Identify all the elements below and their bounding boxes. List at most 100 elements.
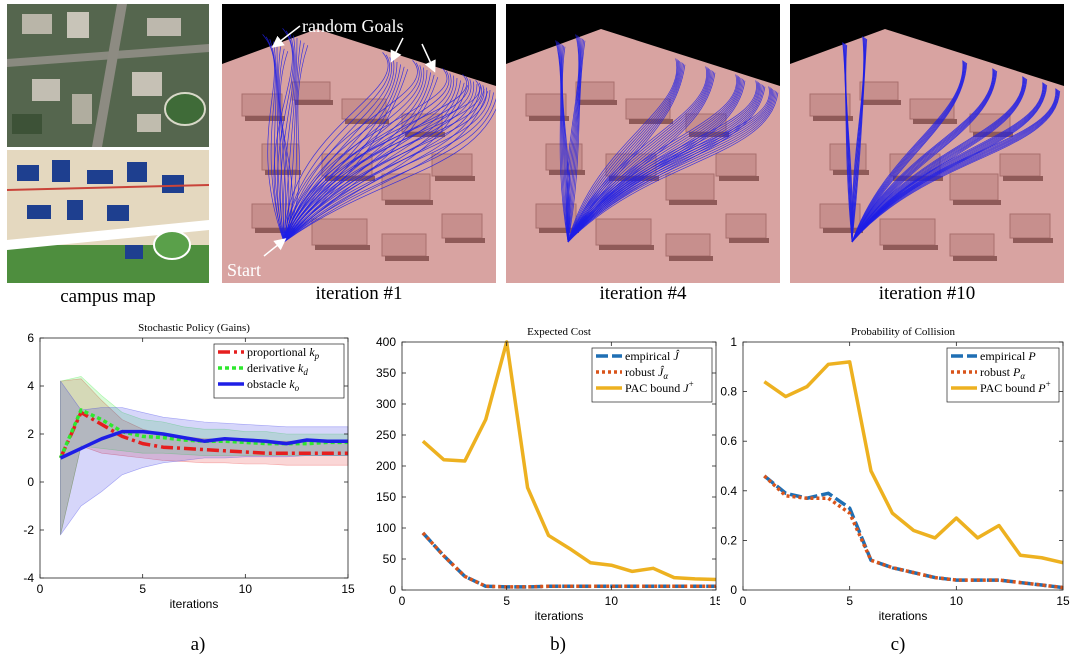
x-tick-label: 5 — [503, 594, 510, 608]
terrain-building — [809, 93, 851, 117]
trajectory-line — [283, 62, 420, 243]
trajectory-line — [567, 75, 738, 243]
trajectory-line — [567, 68, 709, 243]
trajectory-line — [851, 69, 995, 243]
trajectory-line — [851, 68, 993, 243]
series-line — [763, 360, 1064, 565]
terrain-building-shadow — [669, 200, 717, 205]
iteration-1-image — [222, 4, 496, 283]
caption-iteration-4: iteration #4 — [599, 283, 687, 304]
trajectory-line — [851, 88, 1057, 243]
terrain-building-shadow — [405, 132, 445, 137]
terrain-building — [575, 81, 615, 101]
trajectory-line — [567, 91, 777, 243]
y-tick-label: 0.2 — [720, 533, 737, 547]
y-tick-label: 0.4 — [720, 484, 737, 498]
terrain-building — [1009, 213, 1051, 239]
satellite-image — [7, 4, 209, 147]
trajectory-line — [283, 64, 401, 243]
trajectory-line — [283, 87, 487, 243]
legend-entry: robust Pα — [980, 365, 1025, 381]
y-tick-label: 0.6 — [720, 434, 737, 448]
terrain-building-shadow — [579, 100, 617, 105]
trajectory-line — [851, 89, 1058, 243]
caption-campus-map: campus map — [60, 286, 156, 307]
chart-collision-probability: 0 5 10 15 0 0.2 0.4 0.6 0.8 1 Probability of Colli… — [720, 326, 1070, 622]
terrain-building-shadow — [669, 256, 713, 261]
y-tick-label: 2 — [27, 427, 34, 441]
trajectory-line — [283, 89, 491, 243]
y-tick-label: 0 — [27, 475, 34, 489]
terrain-building-shadow — [435, 176, 475, 181]
terrain-building-shadow — [385, 200, 433, 205]
iteration-4-image — [506, 4, 780, 283]
legend-entry: robust Ĵα — [625, 365, 668, 381]
trajectory-line — [283, 37, 298, 243]
x-axis-label: iterations — [879, 609, 928, 622]
trajectory-line — [851, 62, 967, 243]
trajectory-line — [851, 69, 996, 243]
y-tick-label: 200 — [376, 459, 396, 473]
trajectory-line — [567, 37, 582, 243]
start-label: Start — [227, 260, 261, 280]
series-line — [763, 474, 1064, 590]
campus-map-image — [7, 150, 209, 283]
trajectory-line — [565, 34, 580, 243]
axes-frame — [742, 341, 1064, 591]
trajectory-line — [567, 89, 774, 243]
chart-title: Stochastic Policy (Gains) — [138, 322, 250, 334]
terrain-building — [665, 233, 711, 257]
caption-iteration-10: iteration #10 — [878, 283, 976, 304]
terrain-building-shadow — [385, 256, 429, 261]
trajectory-line — [851, 90, 1060, 243]
x-tick-label: 10 — [950, 594, 964, 608]
y-tick-label: 350 — [376, 366, 396, 380]
caption-a: a) — [190, 634, 206, 655]
goal-arrow-2 — [390, 37, 404, 63]
terrain-building — [311, 218, 368, 246]
iteration-4-render — [506, 4, 780, 283]
trajectory-line — [283, 59, 395, 243]
goal-arrow-1 — [271, 25, 301, 48]
trajectory-line — [283, 52, 389, 243]
x-tick-label: 15 — [709, 594, 720, 608]
campus-map-texture — [7, 150, 209, 283]
trajectory-line — [283, 108, 496, 243]
trajectory-line — [566, 35, 580, 243]
trajectory-line — [283, 54, 390, 243]
y-tick-label: 6 — [27, 331, 34, 345]
series-line — [421, 340, 717, 582]
terrain-building-shadow — [445, 238, 485, 243]
trajectory-line — [555, 40, 569, 243]
legend-entry: PAC bound J+ — [625, 379, 694, 395]
trajectory-line — [851, 39, 868, 243]
trajectory-line — [283, 42, 305, 243]
caption-b: b) — [550, 634, 566, 655]
trajectory-line — [283, 82, 482, 243]
caption-iteration-1: iteration #1 — [315, 283, 403, 304]
trajectory-line — [567, 58, 678, 243]
legend-box — [946, 347, 1060, 403]
terrain-building-shadow — [973, 132, 1013, 137]
trajectory-line — [851, 82, 1044, 243]
iteration-10-render — [790, 4, 1064, 283]
trajectory-line — [283, 45, 309, 243]
trajectory-line — [851, 69, 995, 243]
trajectory-line — [567, 37, 581, 243]
satellite-texture — [7, 4, 209, 147]
trajectory-line — [851, 88, 1056, 243]
y-tick-label: 0.8 — [720, 385, 737, 399]
iteration-10-image — [790, 4, 1064, 283]
terrain-building-shadow — [539, 228, 579, 233]
trajectory-line — [567, 90, 776, 243]
terrain-building — [595, 218, 652, 246]
trajectory-line — [851, 61, 965, 243]
trajectory-line — [283, 92, 494, 243]
x-tick-label: 0 — [37, 582, 44, 596]
start-arrow — [263, 238, 287, 257]
trajectory-line — [567, 66, 707, 243]
trajectory-line — [567, 92, 779, 243]
trajectory-line — [851, 91, 1061, 243]
terrain-building — [949, 233, 995, 257]
y-tick-label: 400 — [376, 335, 396, 349]
